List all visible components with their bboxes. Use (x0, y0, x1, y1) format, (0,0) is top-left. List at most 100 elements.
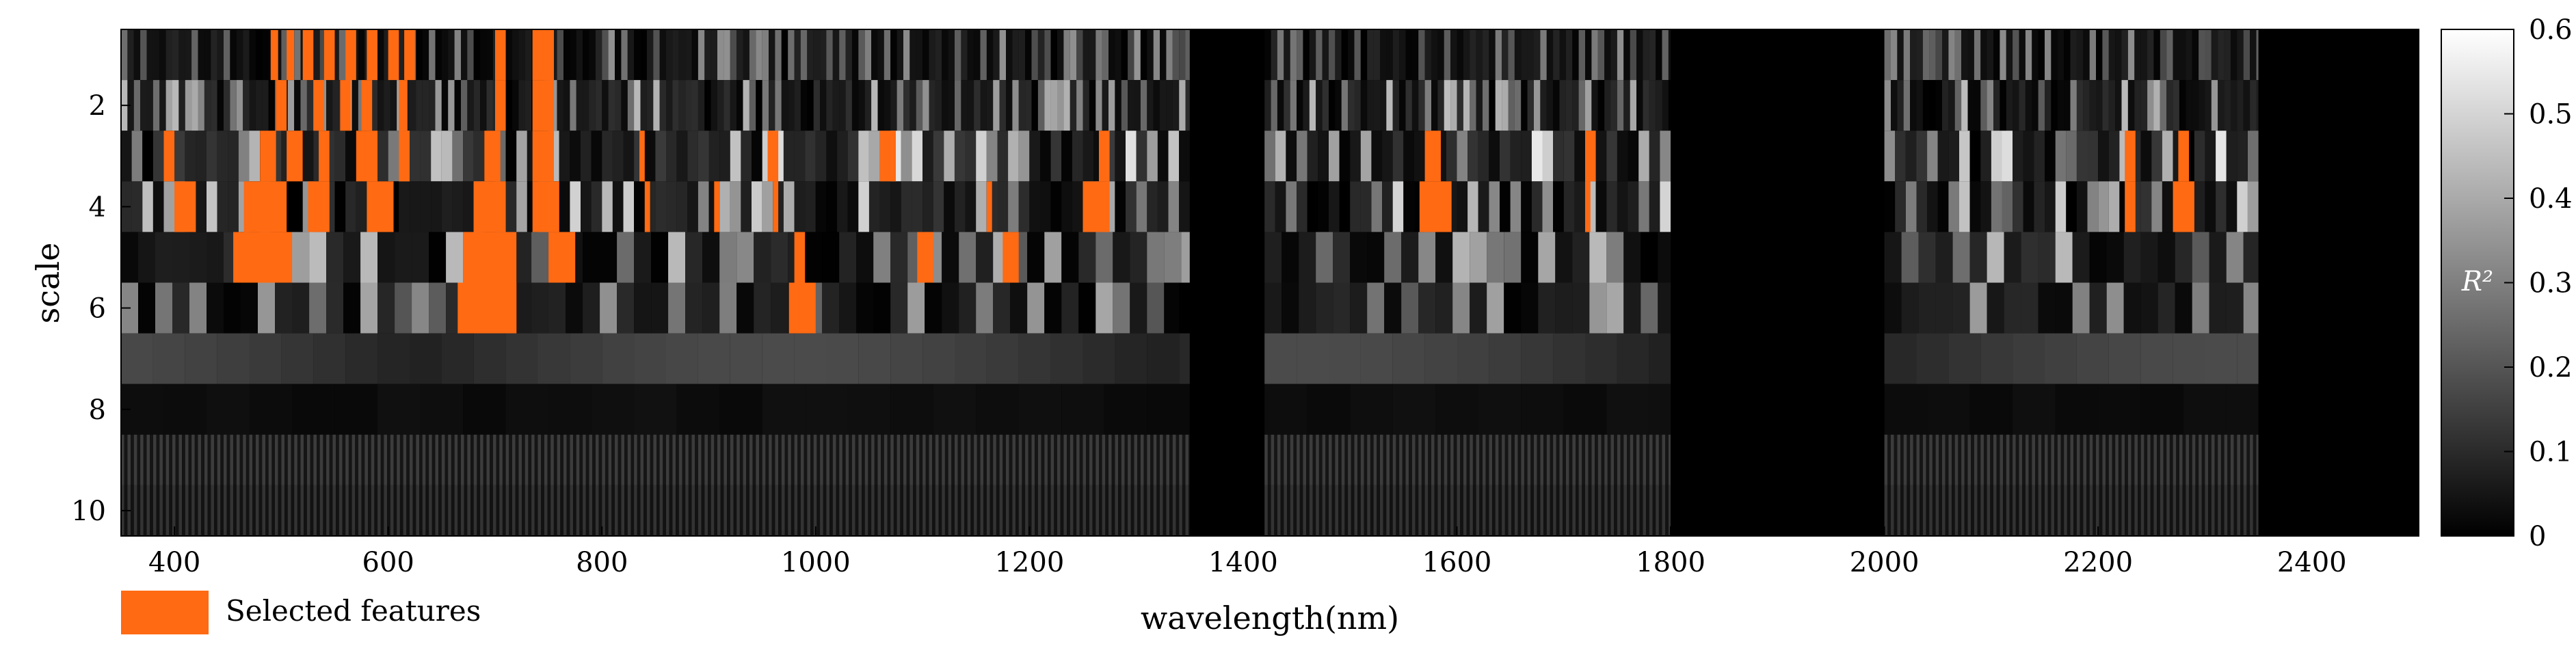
heat-cell (663, 434, 666, 485)
heat-cell (1275, 181, 1286, 232)
heat-cell (2083, 80, 2090, 131)
heat-cell (1333, 282, 1351, 334)
heat-cell (1649, 333, 1671, 384)
heat-cell (1076, 485, 1080, 536)
heat-cell (1641, 282, 1658, 334)
heat-cell (832, 80, 840, 131)
heat-cell (528, 485, 532, 536)
heat-cell (1309, 485, 1313, 536)
heat-cell (759, 485, 762, 536)
heat-cell (1489, 333, 1522, 384)
heat-cell (390, 485, 394, 536)
heat-cell (429, 434, 432, 485)
heat-cell (1617, 434, 1621, 485)
heat-cell (993, 29, 1000, 81)
heat-cell (2163, 434, 2167, 485)
heat-cell (858, 80, 865, 131)
y-tick-label: 2 (89, 90, 106, 122)
heat-cell (1367, 232, 1385, 283)
heat-cell (938, 485, 942, 536)
heat-cell (723, 485, 728, 536)
heat-cell (191, 434, 195, 485)
heat-cell (2115, 80, 2122, 131)
heat-cell (448, 434, 451, 485)
heat-cell (1063, 80, 1070, 131)
heat-cell (1450, 434, 1454, 485)
heat-cell (1495, 485, 1499, 536)
heat-cell (1392, 29, 1400, 81)
heat-cell (441, 131, 453, 182)
heat-cell (262, 80, 269, 131)
heat-cell (2108, 181, 2120, 232)
heat-cell (1958, 434, 1962, 485)
heat-cell (1643, 434, 1647, 485)
heat-cell (2047, 434, 2051, 485)
heat-cell (955, 485, 958, 536)
heat-cell (1392, 80, 1400, 131)
heat-cell (2000, 434, 2004, 485)
heat-cell (2179, 434, 2183, 485)
heat-cell (1010, 282, 1028, 334)
heat-cell (2140, 333, 2173, 384)
heat-cell (1527, 80, 1534, 131)
heat-cell (1601, 434, 1605, 485)
heat-cell (621, 434, 625, 485)
heat-cell (1277, 29, 1284, 81)
heat-cell (236, 434, 240, 485)
heat-cell (2140, 181, 2152, 232)
heat-cell (275, 485, 278, 536)
heat-cell (406, 434, 410, 485)
heat-cell (1431, 80, 1438, 131)
heat-cell (1922, 80, 1930, 131)
heat-cell (974, 29, 981, 81)
heat-cell (948, 485, 952, 536)
heat-cell (1418, 485, 1422, 536)
heat-cell (1952, 434, 1955, 485)
heat-cell (756, 29, 762, 81)
heat-cell (224, 434, 227, 485)
heat-cell (1604, 80, 1611, 131)
heat-cell (1018, 181, 1030, 232)
heat-cell (461, 29, 468, 81)
heat-cell (1168, 181, 1180, 232)
heat-cell (2013, 131, 2023, 182)
heat-cell (1147, 131, 1158, 182)
heat-cell (226, 485, 230, 536)
heat-cell (410, 333, 442, 384)
heat-cell (473, 434, 477, 485)
heat-cell (2176, 485, 2179, 536)
heat-cell (900, 485, 903, 536)
heat-cell (1348, 80, 1355, 131)
selected-feature-cell (457, 282, 517, 334)
heat-cell (2169, 434, 2173, 485)
heat-cell (243, 485, 246, 536)
heat-cell (557, 434, 561, 485)
heat-cell (743, 80, 749, 131)
heat-cell (1348, 434, 1351, 485)
heat-cell (855, 434, 859, 485)
heat-cell (659, 485, 663, 536)
heat-cell (1521, 232, 1539, 283)
heat-cell (1916, 485, 1920, 536)
selected-feature-cell (644, 181, 650, 232)
heat-cell (1606, 232, 1624, 283)
heat-cell (384, 485, 388, 536)
heat-cell (1160, 29, 1167, 81)
heat-cell (2144, 485, 2148, 536)
heat-cell (1483, 434, 1486, 485)
heat-cell (1610, 485, 1615, 536)
heat-cell (217, 29, 224, 81)
heat-cell (1287, 485, 1290, 536)
heat-cell (1172, 485, 1176, 536)
heat-cell (1392, 485, 1396, 536)
x-tick-label: 1200 (994, 547, 1064, 578)
heat-cell (634, 434, 637, 485)
heat-cell (496, 434, 500, 485)
heat-cell (133, 80, 141, 131)
heat-cell (815, 181, 827, 232)
heat-cell (1662, 29, 1669, 81)
heat-cell (1297, 131, 1307, 182)
heat-cell (1354, 80, 1361, 131)
heat-cell (1089, 29, 1096, 81)
heat-cell (2150, 434, 2154, 485)
